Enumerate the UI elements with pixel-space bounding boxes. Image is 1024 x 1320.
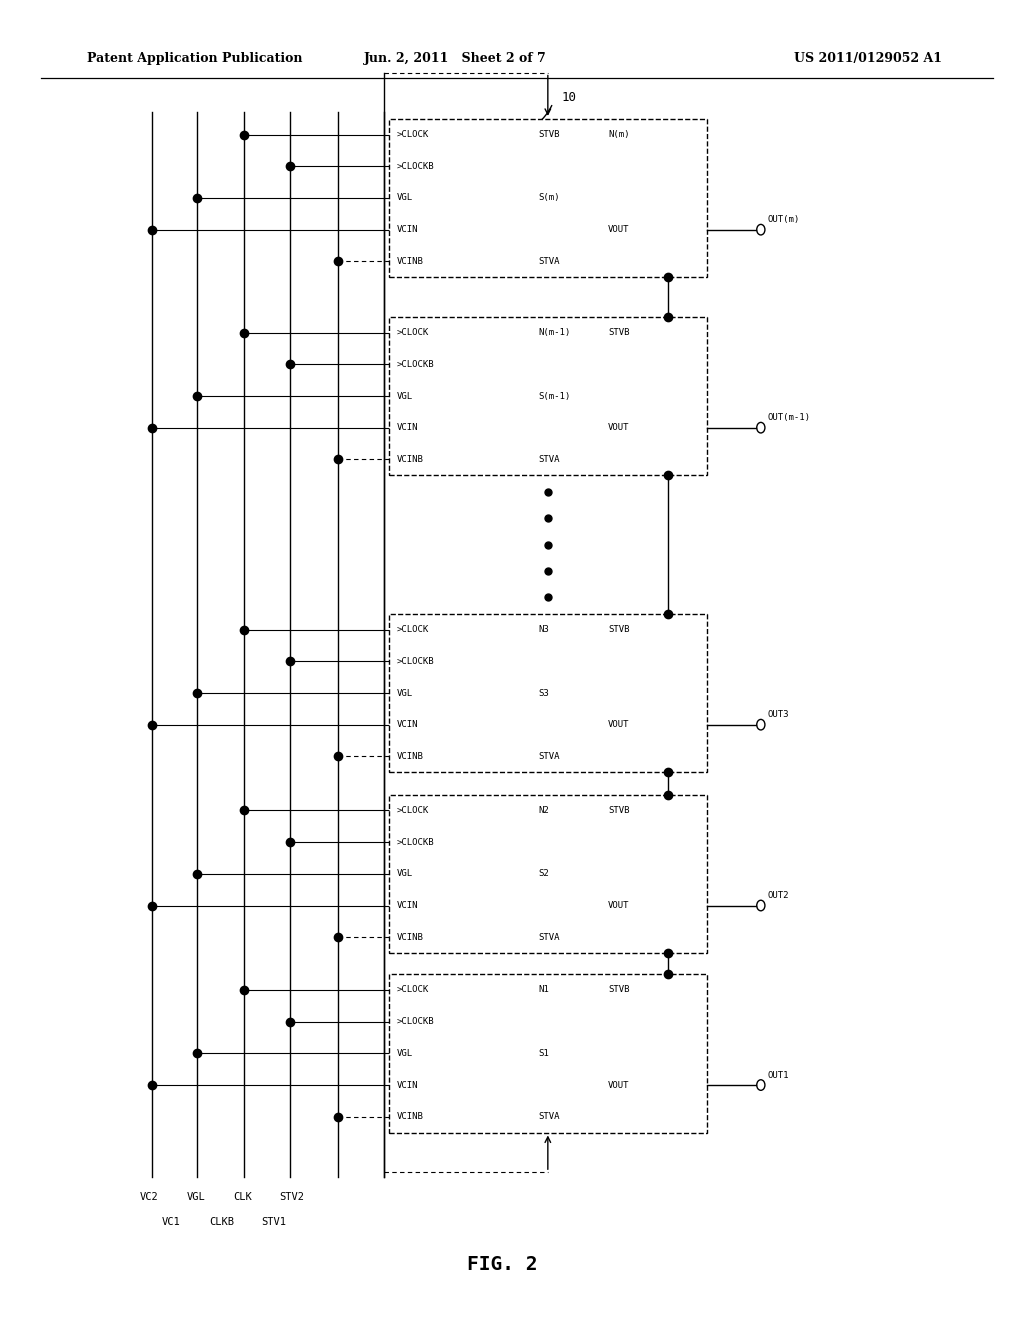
Text: >CLOCK: >CLOCK (396, 986, 428, 994)
Text: VGL: VGL (396, 1049, 413, 1057)
Text: N3: N3 (539, 626, 549, 634)
Text: STV2: STV2 (280, 1192, 304, 1203)
Text: FIG. 2: FIG. 2 (467, 1255, 537, 1274)
Text: VCINB: VCINB (396, 455, 423, 463)
Text: >CLOCK: >CLOCK (396, 807, 428, 814)
Text: STV1: STV1 (261, 1217, 286, 1228)
Text: S(m-1): S(m-1) (539, 392, 570, 400)
Text: VGL: VGL (396, 689, 413, 697)
Text: >CLOCKB: >CLOCKB (396, 360, 434, 368)
Text: >CLOCKB: >CLOCKB (396, 162, 434, 170)
Text: >CLOCKB: >CLOCKB (396, 1018, 434, 1026)
Text: STVA: STVA (539, 933, 560, 941)
Text: 10: 10 (561, 91, 577, 104)
Text: >CLOCK: >CLOCK (396, 626, 428, 634)
Text: OUT1: OUT1 (768, 1071, 790, 1080)
Text: OUT(m-1): OUT(m-1) (768, 413, 811, 422)
Text: STVA: STVA (539, 1113, 560, 1121)
Text: OUT3: OUT3 (768, 710, 790, 719)
Text: VCIN: VCIN (396, 721, 418, 729)
Text: VC1: VC1 (162, 1217, 180, 1228)
Text: OUT(m): OUT(m) (768, 215, 800, 224)
Text: STVA: STVA (539, 752, 560, 760)
Text: STVA: STVA (539, 455, 560, 463)
Text: S2: S2 (539, 870, 549, 878)
Text: STVB: STVB (608, 626, 630, 634)
Bar (389, 614, 707, 772)
Text: US 2011/0129052 A1: US 2011/0129052 A1 (794, 51, 942, 65)
Text: Jun. 2, 2011   Sheet 2 of 7: Jun. 2, 2011 Sheet 2 of 7 (365, 51, 547, 65)
Text: STVB: STVB (608, 329, 630, 337)
Text: Patent Application Publication: Patent Application Publication (87, 51, 302, 65)
Text: VCINB: VCINB (396, 752, 423, 760)
Text: >CLOCKB: >CLOCKB (396, 838, 434, 846)
Bar (389, 119, 707, 277)
Text: VOUT: VOUT (608, 721, 630, 729)
Text: N1: N1 (539, 986, 549, 994)
Bar (389, 317, 707, 475)
Text: VCIN: VCIN (396, 902, 418, 909)
Text: VGL: VGL (396, 194, 413, 202)
Text: N2: N2 (539, 807, 549, 814)
Text: STVA: STVA (539, 257, 560, 265)
Bar (389, 795, 707, 953)
Text: VCINB: VCINB (396, 1113, 423, 1121)
Text: VOUT: VOUT (608, 902, 630, 909)
Text: STVB: STVB (608, 986, 630, 994)
Text: VCINB: VCINB (396, 257, 423, 265)
Text: >CLOCKB: >CLOCKB (396, 657, 434, 665)
Text: >CLOCK: >CLOCK (396, 131, 428, 139)
Text: VOUT: VOUT (608, 424, 630, 432)
Text: S(m): S(m) (539, 194, 560, 202)
Text: VCIN: VCIN (396, 226, 418, 234)
Text: STVB: STVB (539, 131, 560, 139)
Text: VCIN: VCIN (396, 1081, 418, 1089)
Text: OUT2: OUT2 (768, 891, 790, 900)
Text: VOUT: VOUT (608, 226, 630, 234)
Text: STVB: STVB (608, 807, 630, 814)
Text: VGL: VGL (396, 392, 413, 400)
Text: CLK: CLK (233, 1192, 252, 1203)
Text: VGL: VGL (186, 1192, 205, 1203)
Text: S1: S1 (539, 1049, 549, 1057)
Text: VOUT: VOUT (608, 1081, 630, 1089)
Text: VCIN: VCIN (396, 424, 418, 432)
Text: VCINB: VCINB (396, 933, 423, 941)
Bar (389, 974, 707, 1133)
Text: N(m): N(m) (608, 131, 630, 139)
Text: CLKB: CLKB (209, 1217, 233, 1228)
Text: N(m-1): N(m-1) (539, 329, 570, 337)
Text: S3: S3 (539, 689, 549, 697)
Text: VC2: VC2 (139, 1192, 158, 1203)
Text: >CLOCK: >CLOCK (396, 329, 428, 337)
Text: VGL: VGL (396, 870, 413, 878)
